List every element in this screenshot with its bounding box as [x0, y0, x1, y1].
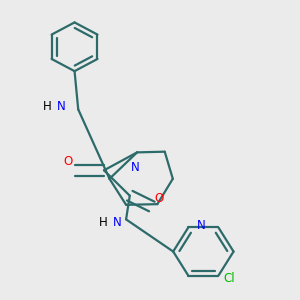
Text: N: N: [131, 161, 140, 174]
Text: H: H: [43, 100, 51, 112]
Text: O: O: [63, 154, 73, 168]
Text: O: O: [154, 192, 164, 205]
Text: N: N: [196, 219, 205, 232]
Text: H: H: [99, 216, 108, 229]
Text: N: N: [57, 100, 66, 112]
Text: N: N: [112, 216, 121, 229]
Text: Cl: Cl: [223, 272, 235, 286]
